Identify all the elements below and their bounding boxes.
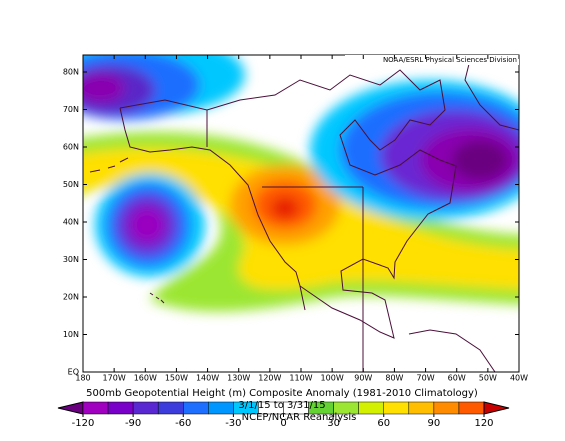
colorbar: -120 -90 -60 -30 0 30 60 90 120 [57,401,510,429]
colorbar-label: -90 [125,418,141,429]
lat-label: 10N [63,330,79,339]
colorbar-label: -60 [175,418,191,429]
colorbar-swatch [157,401,184,415]
coastlines [89,55,519,372]
lon-label: 170W [103,374,126,383]
colorbar-swatch [107,401,134,415]
lat-label: 40N [63,218,79,227]
lon-label: 140W [196,374,219,383]
lon-label: 120W [258,374,281,383]
colorbar-swatch [383,401,410,415]
lon-label: 100W [321,374,344,383]
colorbar-swatch [408,401,435,415]
colorbar-arrow [57,401,84,415]
title: 500mb Geopotential Height (m) Composite … [86,388,478,399]
dates: 3/1/15 to 3/31/15 [238,400,325,411]
lon-label: 160W [134,374,157,383]
credit: NOAA/ESRL Physical Sciences Division [383,56,517,64]
lat-label: 30N [63,255,79,264]
colorbar-label: 120 [474,418,493,429]
colorbar-arrow [483,401,510,415]
lon-label: 60W [448,374,466,383]
colorbar-swatch [132,401,159,415]
colorbar-label: 30 [327,418,340,429]
lon-label: 130W [227,374,250,383]
lat-label: 70N [63,105,79,114]
colorbar-label: -120 [72,418,95,429]
lon-label: 70W [417,374,435,383]
lon-label: 90W [354,374,372,383]
lon-label: 80W [385,374,403,383]
colorbar-label: 90 [428,418,441,429]
colorbar-swatch [358,401,384,415]
lat-label: 20N [63,293,79,302]
lon-label: 40W [510,374,528,383]
colorbar-swatch [82,401,109,415]
lon-label: 180 [75,374,90,383]
colorbar-label: -30 [225,418,241,429]
lon-label: 110W [289,374,312,383]
colorbar-swatch [183,401,209,415]
lat-label: 60N [63,143,79,152]
colorbar-label: 60 [377,418,390,429]
colorbar-swatch [433,401,460,415]
lat-label: EQ [68,368,79,377]
anomaly-field [83,55,519,372]
credit-box [345,55,519,65]
lat-label: 50N [63,180,79,189]
source: NCEP/NCAR Reanalysis [242,412,357,423]
colorbar-label: 0 [280,418,286,429]
lon-label: 150W [165,374,188,383]
lat-label: 80N [63,68,79,77]
lon-label: 50W [479,374,497,383]
colorbar-swatch [208,401,234,415]
colorbar-swatch [458,401,485,415]
